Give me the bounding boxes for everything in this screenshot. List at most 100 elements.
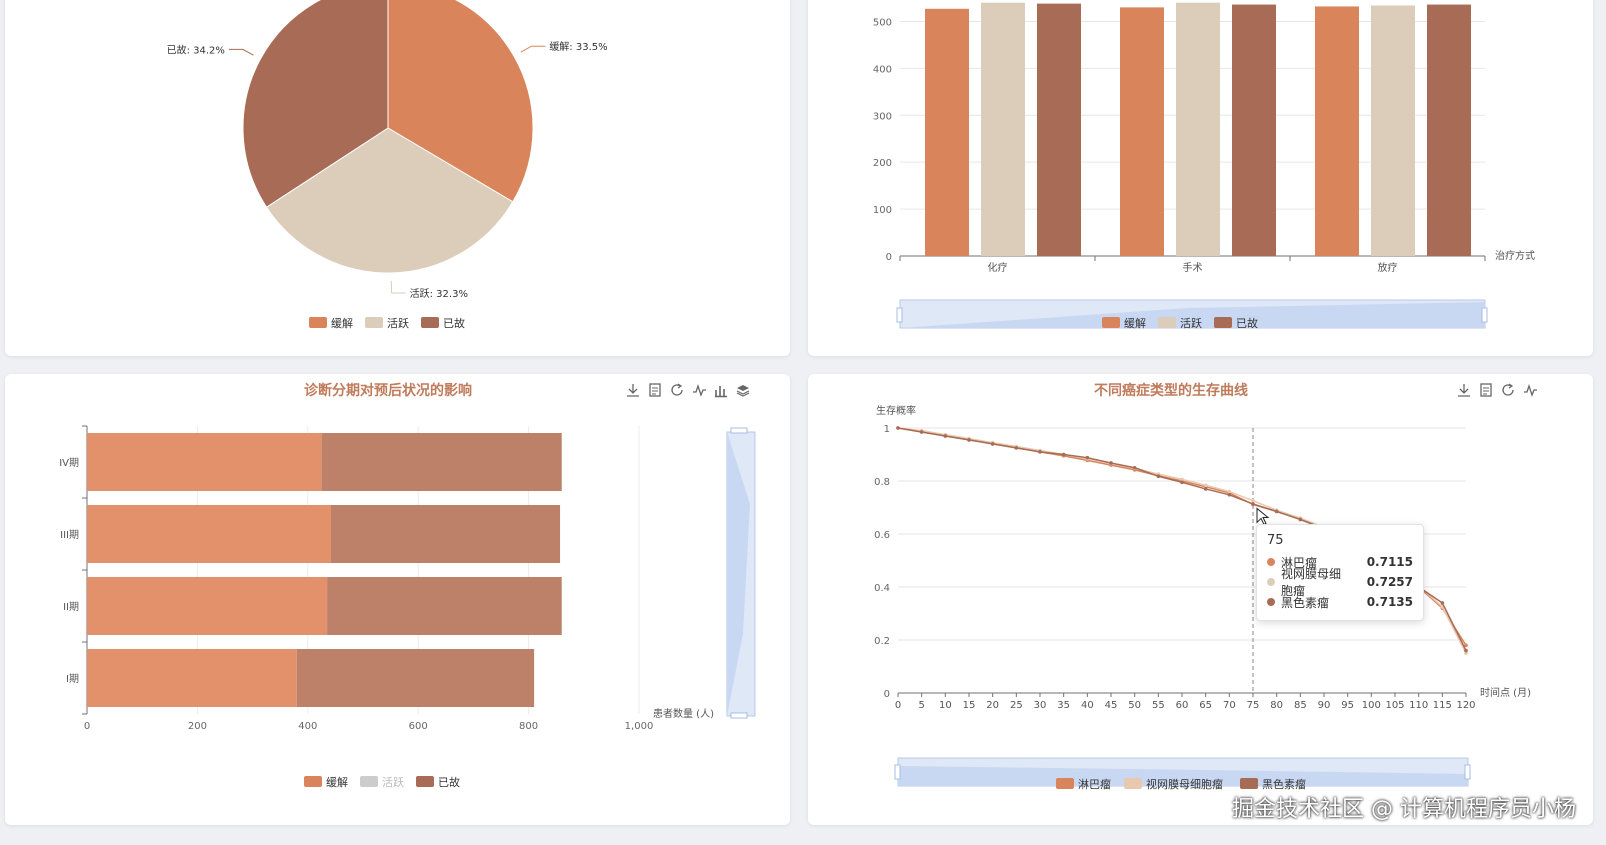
stacked-bar-segment[interactable] (87, 577, 328, 635)
bar[interactable] (1315, 6, 1359, 257)
bar[interactable] (1371, 5, 1415, 257)
pie-slice[interactable] (265, 127, 514, 274)
bar[interactable] (1120, 7, 1164, 256)
stacked-bar-segment[interactable] (321, 433, 562, 491)
bar-type-icon[interactable] (715, 386, 727, 398)
series-point[interactable] (1132, 465, 1137, 470)
legend-swatch[interactable] (1240, 778, 1258, 789)
legend-label[interactable]: 黑色素瘤 (1262, 777, 1306, 791)
series-point[interactable] (1464, 643, 1468, 648)
x-tick-label: 45 (1105, 700, 1118, 711)
bar[interactable] (1427, 4, 1471, 256)
stacked-bar-segment[interactable] (87, 433, 322, 491)
bar[interactable] (1037, 3, 1081, 257)
series-point[interactable] (1464, 648, 1468, 653)
refresh-icon[interactable] (1502, 383, 1514, 396)
line-type-icon[interactable] (693, 383, 706, 397)
series-point[interactable] (1298, 517, 1303, 522)
y-tick-label: III期 (60, 529, 79, 541)
series-point[interactable] (1227, 489, 1232, 494)
series-point[interactable] (1440, 601, 1445, 605)
stack-icon[interactable] (736, 385, 750, 397)
legend-label[interactable]: 已故 (443, 316, 465, 330)
series-point[interactable] (919, 430, 924, 434)
x-tick-label: 80 (1270, 700, 1283, 711)
pie-slice[interactable] (387, 0, 534, 203)
legend-swatch[interactable] (421, 317, 439, 328)
series-point[interactable] (1085, 455, 1090, 460)
legend-label[interactable]: 活跃 (1180, 316, 1202, 330)
series-point[interactable] (1061, 452, 1066, 457)
legend-swatch[interactable] (1158, 317, 1176, 328)
legend-swatch[interactable] (1124, 778, 1142, 789)
series-point[interactable] (1251, 498, 1255, 503)
legend-label[interactable]: 活跃 (382, 775, 404, 789)
bar[interactable] (1176, 2, 1220, 257)
series-point[interactable] (1180, 477, 1184, 482)
datazoom-handle-top[interactable] (730, 427, 748, 434)
series-point[interactable] (1203, 483, 1208, 488)
bar[interactable] (925, 8, 969, 256)
series-point[interactable] (1227, 492, 1232, 497)
x-axis-name: 时间点 (月) (1480, 686, 1531, 699)
refresh-icon[interactable] (671, 383, 683, 396)
series-point[interactable] (1203, 487, 1208, 491)
series-point[interactable] (967, 438, 971, 442)
legend-swatch[interactable] (1102, 317, 1120, 328)
series-point[interactable] (990, 442, 995, 446)
datazoom-handle-bottom[interactable] (730, 712, 748, 719)
download-icon[interactable] (627, 384, 639, 397)
bar[interactable] (981, 2, 1025, 257)
tooltip-row: 黑色素瘤 0.7135 (1267, 592, 1413, 612)
download-icon[interactable] (1458, 384, 1470, 397)
y-tick-label: 500 (873, 17, 892, 28)
y-tick-label: 0.2 (874, 636, 890, 647)
series-point[interactable] (943, 434, 948, 438)
legend-swatch[interactable] (360, 776, 378, 787)
legend-swatch[interactable] (416, 776, 434, 787)
x-tick-label: 75 (1247, 700, 1260, 711)
series-point[interactable] (1038, 450, 1042, 454)
stacked-bar-segment[interactable] (87, 649, 297, 707)
stacked-bar-segment[interactable] (330, 505, 561, 563)
series-point[interactable] (1156, 474, 1161, 479)
legend-label[interactable]: 缓解 (331, 316, 353, 330)
datazoom-handle-left[interactable] (896, 307, 903, 323)
stacked-bar-segment[interactable] (327, 577, 562, 635)
legend-swatch[interactable] (1056, 778, 1074, 789)
stacked-bar-segment[interactable] (87, 505, 331, 563)
legend-label[interactable]: 已故 (438, 775, 460, 789)
line-type-icon[interactable] (1524, 383, 1537, 397)
datazoom-handle-right[interactable] (1464, 764, 1471, 780)
series-point[interactable] (896, 426, 900, 430)
datazoom-handle-right[interactable] (1481, 307, 1488, 323)
stacked-bar-segment[interactable] (296, 649, 535, 707)
series-point[interactable] (1464, 651, 1468, 656)
legend-label[interactable]: 缓解 (326, 775, 348, 789)
legend-swatch[interactable] (1214, 317, 1232, 328)
legend-label[interactable]: 视网膜母细胞瘤 (1146, 777, 1223, 791)
stage-stacked-bar-chart[interactable]: 诊断分期对预后状况的影响 0 200 400 600 800 1,000 IV期 III期 II期… (5, 374, 790, 825)
legend-label[interactable]: 活跃 (387, 316, 409, 330)
data-view-icon[interactable] (649, 383, 661, 397)
legend-swatch[interactable] (309, 317, 327, 328)
stage-stacked-bar-panel: 诊断分期对预后状况的影响 0 200 400 600 800 1,000 IV期 III期 II期… (5, 374, 790, 825)
datazoom-handle-left[interactable] (894, 764, 901, 780)
data-view-icon[interactable] (1480, 383, 1492, 397)
series-point[interactable] (1109, 461, 1113, 465)
series-point[interactable] (1251, 502, 1255, 506)
bar[interactable] (1232, 4, 1276, 256)
series-point[interactable] (1274, 509, 1279, 514)
legend-swatch[interactable] (365, 317, 383, 328)
legend-label[interactable]: 已故 (1236, 316, 1258, 330)
legend-label[interactable]: 淋巴瘤 (1078, 777, 1111, 791)
pie-slice[interactable] (242, 0, 389, 208)
series-point[interactable] (1014, 446, 1019, 450)
pie-chart[interactable]: 缓解: 33.5% 活跃: 32.3% 已故: 34.2% 缓解 活跃 已故 (5, 0, 790, 356)
legend-swatch[interactable] (304, 776, 322, 787)
mouse-cursor-icon (1256, 507, 1270, 526)
series-point[interactable] (1180, 480, 1184, 485)
legend-label[interactable]: 缓解 (1124, 316, 1146, 330)
